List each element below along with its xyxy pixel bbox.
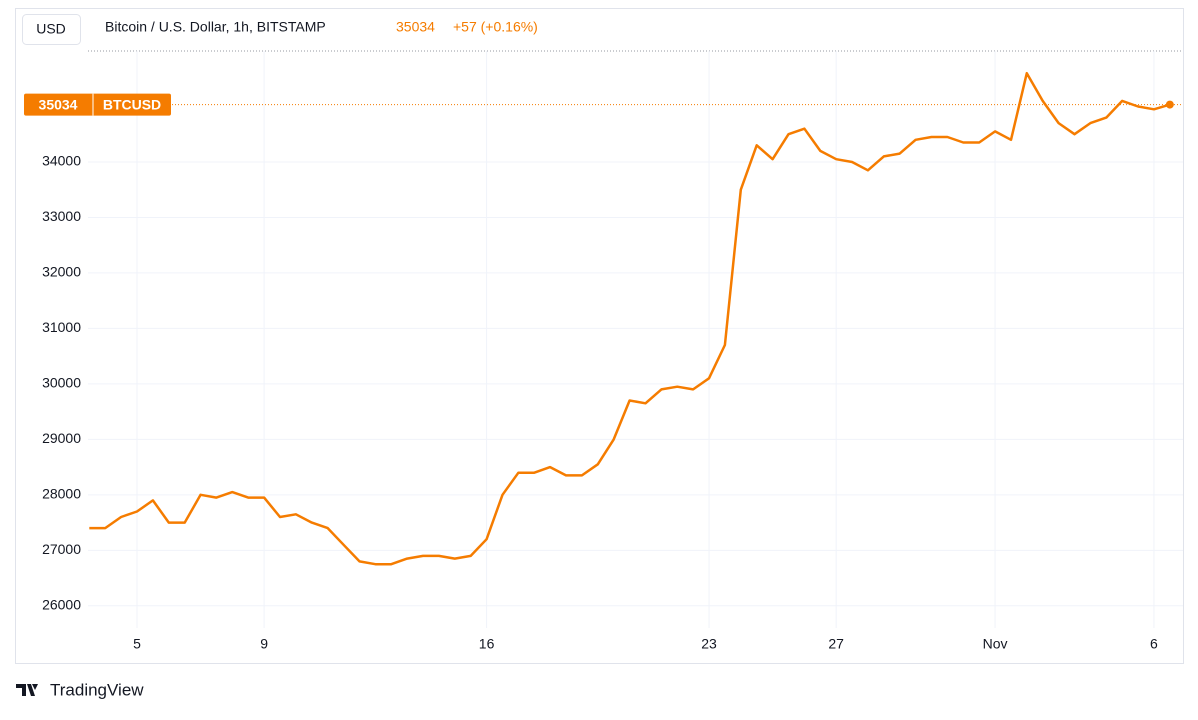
x-tick-label: 23 xyxy=(701,636,717,652)
last-point xyxy=(1165,100,1174,109)
currency-button[interactable] xyxy=(22,14,81,45)
logo-mark xyxy=(16,684,38,696)
y-tick-label: 33000 xyxy=(42,208,81,224)
y-tick-label: 27000 xyxy=(42,541,81,557)
y-tick-label: 34000 xyxy=(42,153,81,169)
logo: TradingView xyxy=(16,680,144,699)
price-badge xyxy=(24,93,171,116)
x-tick-label: 27 xyxy=(828,636,844,652)
x-tick-label: Nov xyxy=(983,636,1008,652)
price-line xyxy=(89,71,1171,566)
y-tick-label: 29000 xyxy=(42,430,81,446)
badge-symbol: BTCUSD xyxy=(103,96,161,112)
header-price: 35034 xyxy=(396,19,435,35)
y-tick-label: 32000 xyxy=(42,264,81,280)
badge-price: 35034 xyxy=(39,96,78,112)
x-tick-label: 6 xyxy=(1150,636,1158,652)
x-tick-label: 9 xyxy=(260,636,268,652)
y-tick-label: 30000 xyxy=(42,375,81,391)
plot: 26000 27000 28000 29000 30000 31000 32000 33000… xyxy=(24,51,1183,652)
y-tick-label: 26000 xyxy=(42,597,81,613)
currency[interactable]: USD xyxy=(36,21,66,37)
y-tick-label: 31000 xyxy=(42,319,81,335)
x-tick-label: 16 xyxy=(479,636,495,652)
x-tick-label: 5 xyxy=(133,636,141,652)
y-tick-label: 28000 xyxy=(42,486,81,502)
symbol-title: Bitcoin / U.S. Dollar, 1h, BITSTAMP xyxy=(105,19,326,35)
brand: TradingView xyxy=(50,680,144,699)
price-change: +57 (+0.16%) xyxy=(453,19,538,35)
frame xyxy=(15,8,1184,664)
